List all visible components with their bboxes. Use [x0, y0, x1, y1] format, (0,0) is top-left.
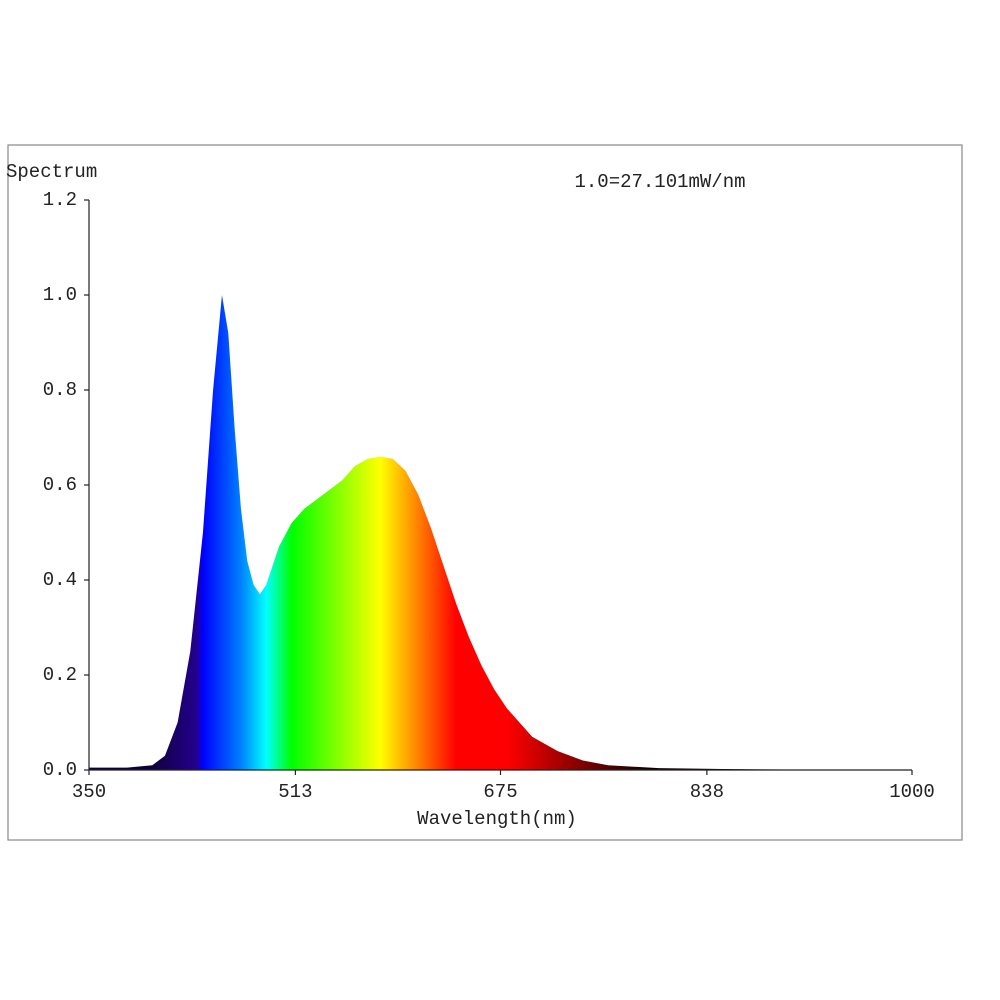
y-tick-label: 0.0 [43, 759, 77, 781]
spectrum-area [89, 295, 912, 770]
x-tick-label: 513 [278, 781, 312, 803]
chart-title: Spectrum [6, 161, 97, 183]
annotation: 1.0=27.101mW/nm [574, 171, 745, 193]
x-tick-label: 350 [72, 781, 106, 803]
y-tick-label: 0.6 [43, 474, 77, 496]
y-tick-label: 1.2 [43, 189, 77, 211]
x-tick-label: 1000 [889, 781, 935, 803]
x-axis-label: Wavelength(nm) [417, 808, 577, 830]
x-tick-label: 838 [690, 781, 724, 803]
y-tick-label: 0.4 [43, 569, 77, 591]
x-tick-label: 675 [483, 781, 517, 803]
y-tick-label: 0.8 [43, 379, 77, 401]
y-tick-label: 0.2 [43, 664, 77, 686]
y-tick-label: 1.0 [43, 284, 77, 306]
frame [7, 144, 963, 841]
